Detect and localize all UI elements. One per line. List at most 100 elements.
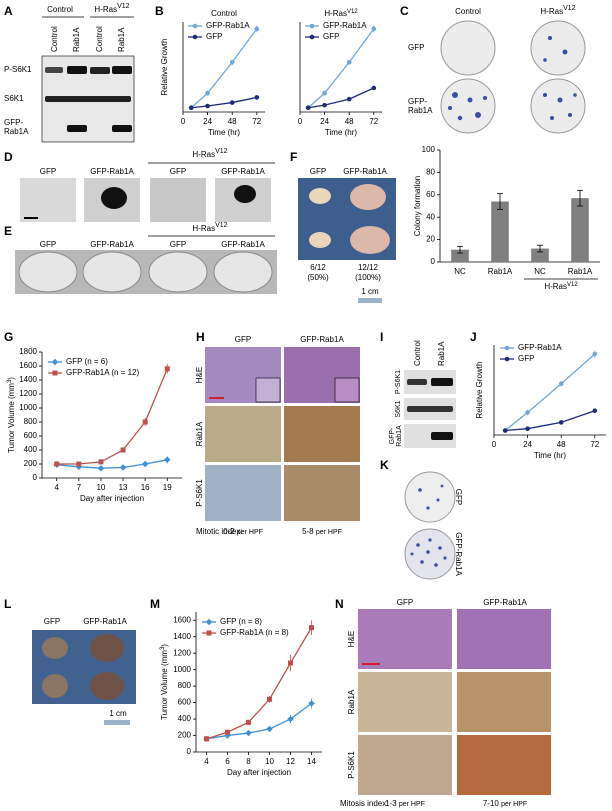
column-label: GFP-Rab1A — [483, 598, 527, 607]
y-tick-label: 800 — [178, 681, 192, 690]
photo — [20, 178, 76, 222]
count: (50%) — [307, 273, 329, 282]
index-label: Mitosis index: — [340, 799, 388, 808]
panel-k: K GFP GFP-Rab1A — [380, 458, 463, 580]
x-axis-label: Time (hr) — [325, 128, 357, 137]
tumor — [350, 184, 386, 210]
row-label: GFP — [408, 43, 424, 52]
x-tick-label: NC — [454, 267, 466, 276]
marker — [205, 90, 210, 96]
column-label: GFP — [235, 335, 251, 344]
panel-letter: J — [470, 330, 477, 344]
marker — [229, 59, 235, 65]
scale-bar — [358, 298, 382, 303]
legend-label: GFP — [518, 354, 534, 363]
index-value: 5-8 per HPF — [302, 527, 342, 536]
y-tick-label: 1400 — [173, 632, 191, 641]
x-tick-label: 72 — [252, 117, 261, 126]
marker — [188, 105, 194, 111]
photo — [150, 178, 206, 222]
marker — [346, 96, 352, 102]
row-label: Rab1A — [195, 421, 204, 446]
x-tick-label: 6 — [225, 757, 230, 766]
x-tick-label: Rab1A — [568, 267, 593, 276]
marker — [164, 366, 170, 372]
row-label: Rab1A — [396, 425, 403, 447]
legend-label: GFP — [323, 32, 339, 41]
panel-letter: F — [290, 150, 297, 164]
lane-label: Control — [95, 26, 104, 52]
superscript: 3 — [7, 379, 13, 383]
lane-label: Rab1A — [437, 341, 446, 366]
label: GFP-Rab1A — [343, 167, 387, 176]
legend-marker — [192, 23, 198, 29]
y-tick-label: 200 — [24, 459, 38, 468]
y-axis-label: Tumor Volume (mm3) — [160, 644, 170, 720]
x-tick-label: 10 — [96, 483, 105, 492]
text-part: H-Ras — [324, 9, 347, 18]
y-tick-label: 600 — [24, 431, 38, 440]
panel-d: D GFP GFP-Rab1A GFP GFP-Rab1A H-RasV12 — [4, 148, 275, 222]
group-label: Control — [47, 5, 73, 14]
x-axis-label: Time (hr) — [208, 128, 240, 137]
series-line — [56, 368, 168, 465]
row-label: GFP- — [389, 427, 396, 444]
legend-marker — [504, 345, 510, 351]
label: GFP — [44, 617, 60, 626]
label: GFP — [170, 240, 186, 249]
tumor — [350, 226, 390, 254]
series-line — [206, 702, 312, 740]
legend-label: GFP-Rab1A — [323, 21, 367, 30]
inset — [334, 377, 360, 403]
tumor — [90, 634, 124, 662]
x-tick-label: 19 — [163, 483, 172, 492]
panel-letter: N — [335, 597, 344, 611]
ihc-image — [205, 406, 281, 462]
label: GFP-Rab1A — [221, 167, 265, 176]
panel-n: N GFP GFP-Rab1A H&E Rab1A P-S6K1 Mitosis… — [335, 597, 551, 808]
y-tick-label: 80 — [426, 168, 435, 177]
row-label: P-S6K1 — [4, 65, 32, 74]
row-label: GFP — [454, 489, 463, 505]
x-tick-label: 48 — [345, 117, 354, 126]
colony — [101, 187, 127, 209]
marker — [308, 700, 315, 707]
column-label: GFP-Rab1A — [300, 335, 344, 344]
tumor — [309, 232, 331, 248]
row-label: S6K1 — [395, 400, 402, 417]
x-tick-label: 72 — [590, 440, 599, 449]
panel-letter: H — [196, 330, 205, 344]
dish — [530, 20, 586, 76]
marker — [266, 725, 273, 733]
text-part: ) — [160, 644, 169, 647]
lane-label: Rab1A — [72, 27, 81, 52]
band — [67, 125, 87, 132]
marker — [322, 90, 327, 96]
x-tick-label: 12 — [286, 757, 295, 766]
panel-h: H GFP GFP-Rab1A H&E Rab1A P-S6K1 Mitotic… — [195, 330, 360, 536]
legend-marker — [309, 34, 315, 40]
row-label: P-S6K1 — [347, 751, 356, 779]
lane-label: Control — [413, 340, 422, 366]
marker — [288, 660, 293, 666]
marker — [309, 625, 314, 631]
label: GFP — [40, 240, 56, 249]
legend-marker — [51, 358, 59, 366]
dish — [18, 251, 78, 293]
colonies — [448, 36, 577, 121]
band — [112, 125, 132, 132]
band — [431, 378, 453, 386]
text-part: H-Ras — [544, 282, 567, 291]
ihc-image — [284, 406, 360, 462]
band — [45, 96, 131, 102]
marker — [346, 59, 352, 65]
legend-label: GFP-Rab1A — [206, 21, 250, 30]
index-value: 1-3 per HPF — [385, 799, 425, 808]
y-tick-label: 1200 — [173, 648, 191, 657]
superscript: 3 — [160, 646, 166, 650]
dish — [440, 78, 496, 134]
panel-i: I Control Rab1A P-S6K1 S6K1 GFP- Rab1A — [380, 330, 456, 448]
series-line — [191, 96, 257, 109]
legend-marker — [52, 370, 58, 376]
